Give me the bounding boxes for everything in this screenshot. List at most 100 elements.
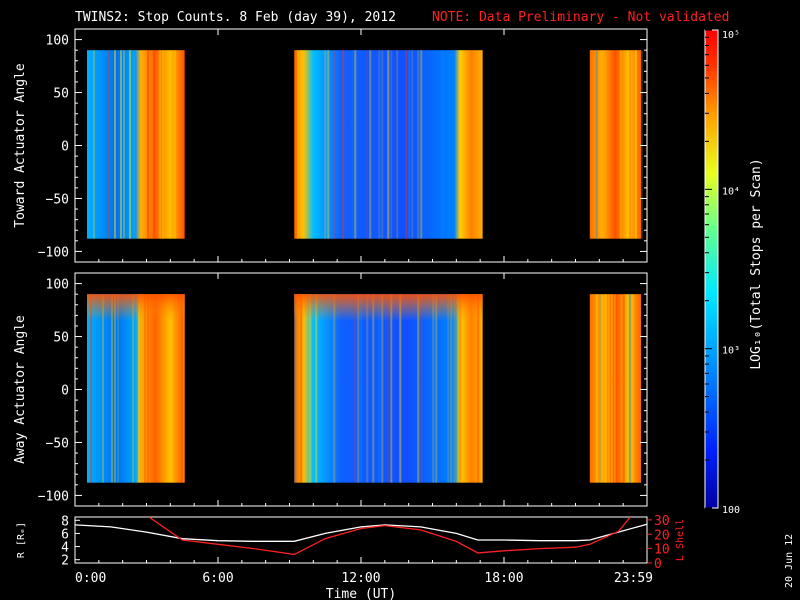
texture-stripe bbox=[117, 294, 119, 483]
texture-stripe bbox=[411, 50, 414, 239]
x-tick-label: 12:00 bbox=[341, 571, 380, 586]
colorbar-tick-label: 10⁴ bbox=[722, 186, 740, 197]
l-shell-line bbox=[148, 517, 631, 556]
r-distance-line bbox=[75, 523, 647, 542]
texture-stripe bbox=[477, 294, 480, 483]
texture-stripe bbox=[613, 294, 616, 483]
colorbar-label: LOG₁₀(Total Stops per Scan) bbox=[749, 158, 764, 369]
texture-stripe bbox=[162, 50, 164, 239]
texture-stripe bbox=[300, 294, 303, 483]
lshell-tick-label: 20 bbox=[654, 528, 670, 543]
texture-stripe bbox=[399, 294, 402, 483]
date-stamp: 20 Jun 12 bbox=[784, 534, 795, 588]
orbit-frame bbox=[74, 516, 648, 564]
texture-stripe bbox=[351, 50, 354, 239]
texture-stripe bbox=[640, 50, 643, 239]
texture-stripe bbox=[417, 294, 420, 483]
texture-stripe bbox=[129, 50, 131, 239]
y-tick-label: −50 bbox=[46, 436, 69, 451]
texture-stripe bbox=[354, 294, 357, 483]
r-tick-label: 4 bbox=[61, 541, 69, 556]
texture-stripe bbox=[342, 50, 345, 239]
preliminary-note: NOTE: Data Preliminary - Not validated bbox=[432, 10, 729, 25]
texture-stripe bbox=[111, 294, 113, 483]
texture-stripe bbox=[628, 294, 631, 483]
y-tick-label: −100 bbox=[38, 245, 69, 260]
texture-stripe bbox=[159, 50, 161, 239]
texture-stripe bbox=[447, 294, 450, 483]
texture-stripe bbox=[420, 50, 423, 239]
y-tick-label: 100 bbox=[46, 34, 69, 49]
texture-stripe bbox=[432, 294, 435, 483]
texture-stripe bbox=[378, 50, 381, 239]
lshell-tick-label: 0 bbox=[654, 557, 662, 572]
texture-stripe bbox=[595, 50, 598, 239]
texture-stripe bbox=[631, 294, 634, 483]
texture-stripe bbox=[604, 294, 607, 483]
r-tick-label: 2 bbox=[61, 554, 69, 569]
away-angle-heatmap: 100 50 0 −50 −100 Away Actuator Angle bbox=[13, 272, 648, 507]
texture-stripe bbox=[147, 50, 149, 239]
texture-stripe bbox=[147, 294, 149, 483]
y-tick-label: −100 bbox=[38, 489, 69, 504]
texture-stripe bbox=[387, 294, 390, 483]
data-block bbox=[589, 294, 641, 483]
texture-stripe bbox=[90, 294, 92, 483]
texture-stripe bbox=[120, 50, 122, 239]
texture-stripe bbox=[622, 294, 625, 483]
x-tick-label: 23:59 bbox=[614, 571, 653, 586]
texture-stripe bbox=[595, 294, 598, 483]
y-tick-label: 50 bbox=[53, 331, 69, 346]
y-tick-label: 0 bbox=[61, 140, 69, 155]
r-tick-label: 6 bbox=[61, 527, 69, 542]
texture-stripe bbox=[309, 294, 312, 483]
texture-stripe bbox=[183, 294, 185, 483]
texture-stripe bbox=[99, 50, 101, 239]
colorbar-tick-label: 10⁵ bbox=[722, 30, 740, 41]
y-tick-label: 100 bbox=[46, 278, 69, 293]
chart-title: TWINS2: Stop Counts. 8 Feb (day 39), 201… bbox=[75, 10, 396, 25]
data-block bbox=[294, 294, 483, 483]
texture-stripe bbox=[174, 50, 176, 239]
texture-stripe bbox=[453, 294, 456, 483]
lshell-tick-label: 30 bbox=[654, 514, 670, 529]
texture-stripe bbox=[387, 50, 390, 239]
lshell-axis-label: L Shell bbox=[675, 519, 686, 561]
texture-stripe bbox=[102, 50, 104, 239]
high-angle-band bbox=[294, 294, 483, 321]
texture-stripe bbox=[114, 50, 116, 239]
texture-stripe bbox=[390, 50, 393, 239]
texture-stripe bbox=[396, 50, 399, 239]
texture-stripe bbox=[459, 294, 462, 483]
texture-stripe bbox=[372, 294, 375, 483]
texture-stripe bbox=[390, 294, 393, 483]
texture-stripe bbox=[381, 50, 384, 239]
x-tick-label: 6:00 bbox=[202, 571, 233, 586]
texture-stripe bbox=[333, 50, 336, 239]
texture-stripe bbox=[408, 50, 411, 239]
texture-stripe bbox=[405, 50, 408, 239]
data-block bbox=[87, 50, 185, 239]
texture-stripe bbox=[315, 294, 318, 483]
y-axis-label: Away Actuator Angle bbox=[13, 315, 28, 464]
y-axis-label: Toward Actuator Angle bbox=[13, 63, 28, 228]
colorbar-tick-label: 100 bbox=[722, 505, 740, 516]
r-axis-label: R [Rₑ] bbox=[16, 522, 27, 558]
y-tick-label: −50 bbox=[46, 192, 69, 207]
texture-stripe bbox=[93, 50, 95, 239]
texture-stripe bbox=[598, 294, 601, 483]
texture-stripe bbox=[132, 294, 134, 483]
texture-stripe bbox=[634, 50, 637, 239]
texture-stripe bbox=[114, 294, 116, 483]
texture-stripe bbox=[357, 294, 360, 483]
data-block bbox=[589, 50, 641, 239]
high-angle-band bbox=[87, 294, 185, 321]
texture-stripe bbox=[381, 294, 384, 483]
colorbar-gradient bbox=[705, 30, 718, 508]
texture-stripe bbox=[123, 50, 125, 239]
x-tick-label: 18:00 bbox=[484, 571, 523, 586]
texture-stripe bbox=[327, 50, 330, 239]
texture-stripe bbox=[366, 50, 369, 239]
texture-stripe bbox=[429, 294, 432, 483]
